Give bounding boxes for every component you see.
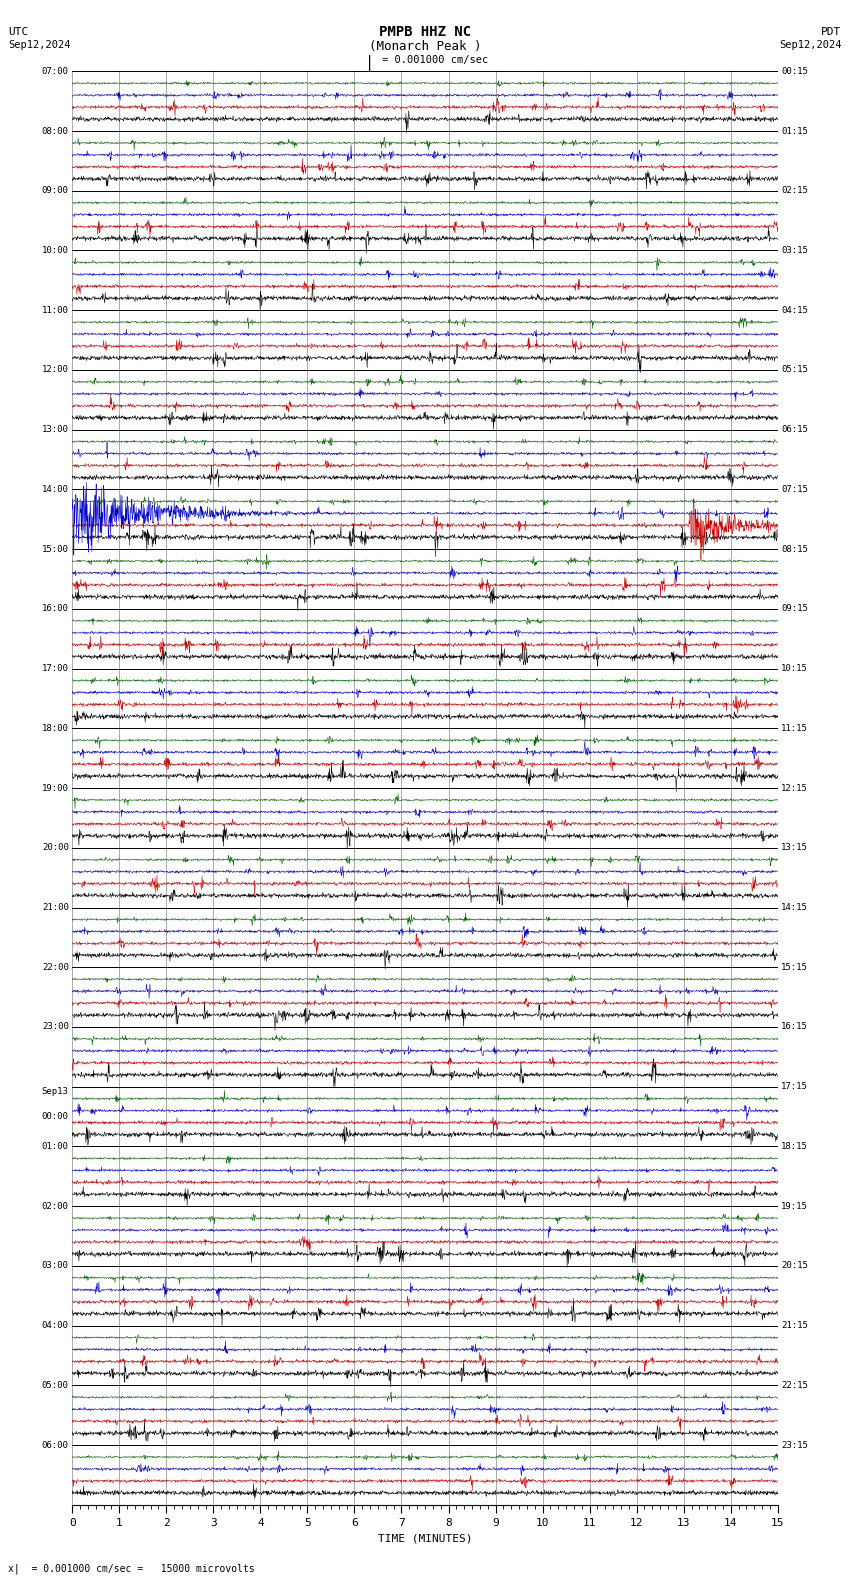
Text: 01:00: 01:00 [42,1142,69,1152]
Text: 14:15: 14:15 [781,903,808,912]
Text: 07:00: 07:00 [42,67,69,76]
Text: 06:00: 06:00 [42,1440,69,1449]
Text: Sep13: Sep13 [42,1087,69,1096]
Text: 02:00: 02:00 [42,1202,69,1210]
Text: 19:00: 19:00 [42,784,69,792]
Text: 18:15: 18:15 [781,1142,808,1152]
Text: 14:00: 14:00 [42,485,69,494]
Text: 05:15: 05:15 [781,366,808,374]
Text: = 0.001000 cm/sec: = 0.001000 cm/sec [382,55,489,65]
Text: x|  = 0.001000 cm/sec =   15000 microvolts: x| = 0.001000 cm/sec = 15000 microvolts [8,1563,255,1574]
X-axis label: TIME (MINUTES): TIME (MINUTES) [377,1533,473,1543]
Text: 23:00: 23:00 [42,1022,69,1031]
Text: 01:15: 01:15 [781,127,808,136]
Text: 23:15: 23:15 [781,1440,808,1449]
Text: 09:00: 09:00 [42,187,69,195]
Text: 03:00: 03:00 [42,1261,69,1270]
Text: 10:15: 10:15 [781,664,808,673]
Text: 13:15: 13:15 [781,843,808,852]
Text: PMPB HHZ NC: PMPB HHZ NC [379,25,471,40]
Text: 03:15: 03:15 [781,246,808,255]
Text: 05:00: 05:00 [42,1381,69,1389]
Text: 20:15: 20:15 [781,1261,808,1270]
Text: 09:15: 09:15 [781,605,808,613]
Text: 10:00: 10:00 [42,246,69,255]
Text: 04:00: 04:00 [42,1321,69,1331]
Text: 12:15: 12:15 [781,784,808,792]
Text: 16:00: 16:00 [42,605,69,613]
Text: Sep12,2024: Sep12,2024 [779,40,842,49]
Text: 08:00: 08:00 [42,127,69,136]
Text: 20:00: 20:00 [42,843,69,852]
Text: 18:00: 18:00 [42,724,69,733]
Text: 07:15: 07:15 [781,485,808,494]
Text: 21:00: 21:00 [42,903,69,912]
Text: 00:00: 00:00 [42,1112,69,1121]
Text: 19:15: 19:15 [781,1202,808,1210]
Text: 21:15: 21:15 [781,1321,808,1331]
Text: |: | [366,55,374,71]
Text: 17:00: 17:00 [42,664,69,673]
Text: 15:15: 15:15 [781,963,808,971]
Text: (Monarch Peak ): (Monarch Peak ) [369,40,481,52]
Text: 08:15: 08:15 [781,545,808,554]
Text: 15:00: 15:00 [42,545,69,554]
Text: 12:00: 12:00 [42,366,69,374]
Text: 11:00: 11:00 [42,306,69,315]
Text: 22:00: 22:00 [42,963,69,971]
Text: 16:15: 16:15 [781,1022,808,1031]
Text: 00:15: 00:15 [781,67,808,76]
Text: 04:15: 04:15 [781,306,808,315]
Text: 17:15: 17:15 [781,1082,808,1091]
Text: 13:00: 13:00 [42,425,69,434]
Text: UTC: UTC [8,27,29,36]
Text: PDT: PDT [821,27,842,36]
Text: 11:15: 11:15 [781,724,808,733]
Text: Sep12,2024: Sep12,2024 [8,40,71,49]
Text: 02:15: 02:15 [781,187,808,195]
Text: 06:15: 06:15 [781,425,808,434]
Text: 22:15: 22:15 [781,1381,808,1389]
